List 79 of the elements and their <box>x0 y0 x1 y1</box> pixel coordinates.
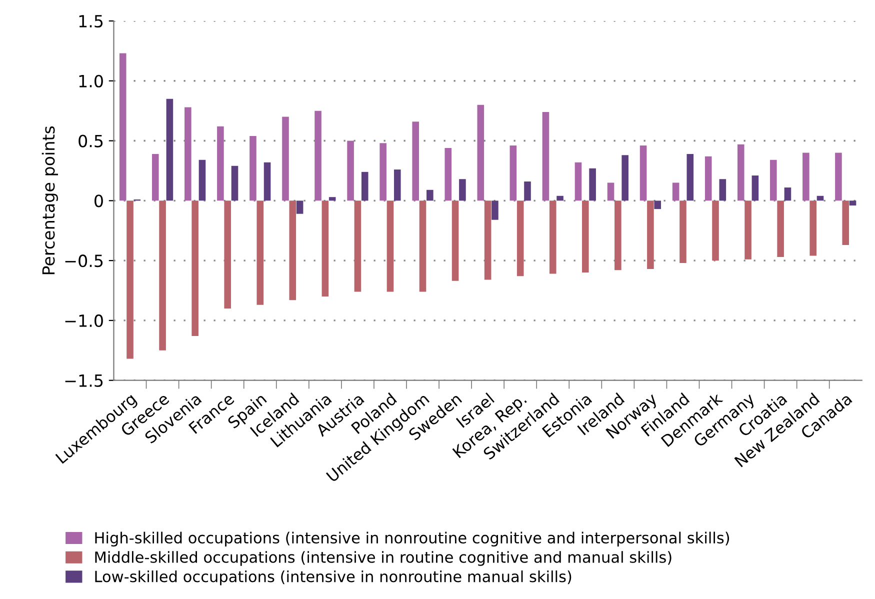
legend-label: Middle-skilled occupations (intensive in routine cognitive and manual skills) <box>95 551 672 566</box>
bar <box>672 182 680 201</box>
bar <box>770 160 777 201</box>
bar <box>380 143 386 201</box>
bar <box>647 200 654 269</box>
bar <box>744 200 752 260</box>
bar <box>250 136 256 201</box>
bar <box>802 152 810 201</box>
bar <box>704 156 712 201</box>
y-tick-label: −1.0 <box>65 314 103 328</box>
bar <box>510 146 517 201</box>
bar <box>582 200 589 273</box>
bar <box>347 140 354 201</box>
y-tick-label: −0.5 <box>65 254 103 268</box>
bar <box>354 200 362 292</box>
bar <box>614 200 622 270</box>
bar <box>849 200 856 206</box>
bar <box>328 197 336 201</box>
y-tick-label: 0.5 <box>78 134 103 148</box>
bar <box>654 200 662 210</box>
bar <box>322 200 329 297</box>
bar <box>752 176 759 201</box>
bar <box>816 196 824 201</box>
bar <box>516 200 524 276</box>
bar <box>152 154 159 201</box>
bar <box>477 104 484 201</box>
bar <box>166 98 174 201</box>
y-axis-title: Percentage points <box>42 126 58 274</box>
bar <box>607 182 614 201</box>
bar <box>126 200 134 359</box>
legend-label: High-skilled occupations (intensive in nonroutine cognitive and interpersonal skills) <box>95 532 730 547</box>
bar <box>842 200 850 245</box>
bar <box>492 200 498 220</box>
bar <box>412 122 419 201</box>
bar <box>524 181 531 201</box>
bar <box>264 162 271 201</box>
bar <box>231 166 238 201</box>
bar <box>835 152 842 201</box>
bar <box>542 112 550 201</box>
bar <box>686 154 694 201</box>
y-tick-label: 1.5 <box>79 15 103 28</box>
bar <box>622 155 628 201</box>
bar <box>119 53 126 201</box>
y-tick-label: 1.0 <box>79 74 103 88</box>
bar <box>444 148 452 201</box>
bar <box>198 160 206 201</box>
bar <box>184 107 192 201</box>
bar <box>640 146 647 201</box>
bar <box>784 187 792 201</box>
bar <box>282 116 289 201</box>
bar <box>289 200 296 300</box>
bar <box>484 200 492 280</box>
bar <box>549 200 556 274</box>
bar <box>459 179 466 201</box>
legend-label: Low-skilled occupations (intensive in nonroutine manual skills) <box>95 570 572 586</box>
bar <box>217 126 224 201</box>
y-tick-label: 0 <box>94 194 103 208</box>
bar <box>314 110 322 201</box>
y-tick-label: −1.5 <box>65 374 103 387</box>
bar <box>256 200 264 305</box>
bar <box>426 190 434 201</box>
bar <box>737 144 744 201</box>
bar <box>386 200 394 292</box>
bar <box>777 200 784 257</box>
bar <box>361 172 368 201</box>
bar <box>192 200 198 336</box>
bar <box>159 200 166 350</box>
bar <box>589 168 596 201</box>
bar <box>224 200 231 308</box>
bar <box>556 196 564 201</box>
bar <box>680 200 686 263</box>
bar <box>712 200 719 261</box>
bar <box>574 162 582 201</box>
bar <box>719 179 726 201</box>
bar <box>452 200 459 281</box>
bar <box>394 170 401 201</box>
bar <box>419 200 426 292</box>
bar <box>296 200 304 214</box>
bar <box>810 200 816 256</box>
